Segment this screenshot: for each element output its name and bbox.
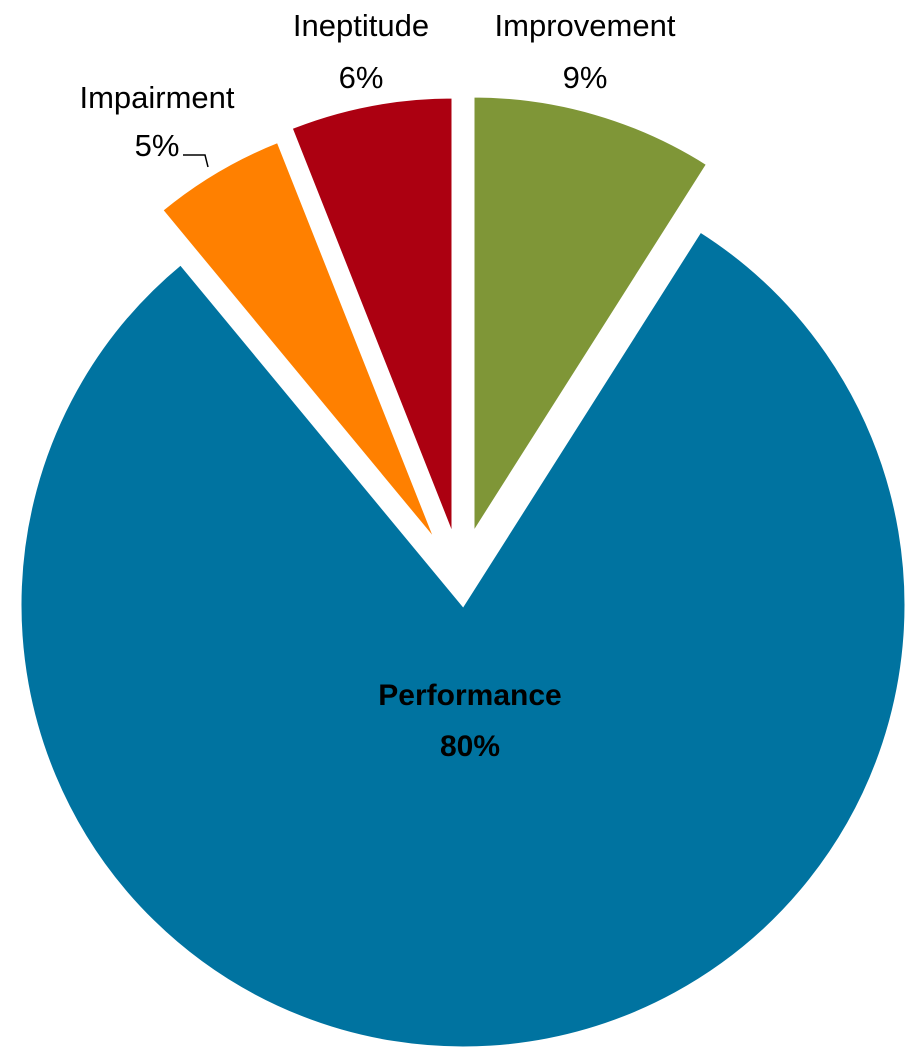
pie-slice-performance [18,228,908,1050]
improvement-percent: 9% [563,60,608,95]
impairment-percent: 5% [135,128,180,163]
pie-slice-ineptitude [289,95,455,538]
impairment-leader-line [183,154,209,168]
pie-slices [18,94,908,1050]
performance-label: Performance [378,679,561,712]
impairment-label: Impairment [79,80,234,115]
ineptitude-label: Ineptitude [293,8,429,43]
improvement-label: Improvement [495,8,676,43]
pie-slice-improvement [471,94,710,540]
pie-slice-impairment [159,139,439,544]
performance-percent: 80% [440,730,500,763]
ineptitude-percent: 6% [339,60,384,95]
